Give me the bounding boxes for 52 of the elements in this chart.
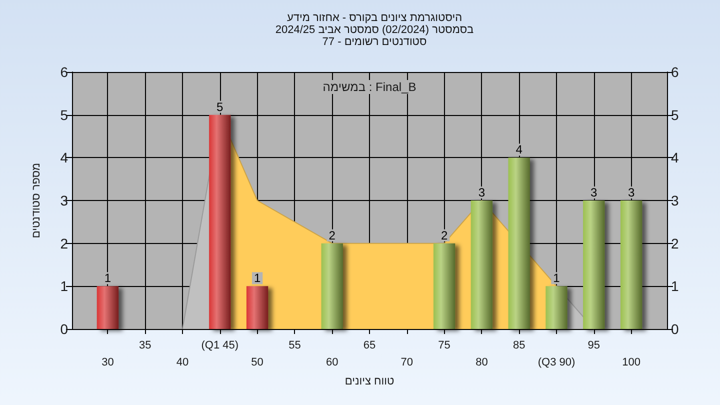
x-axis-title: טווח ציונים xyxy=(344,375,394,388)
data-label: 3 xyxy=(478,186,486,200)
y2-tick-label: 2 xyxy=(671,235,679,252)
y2-tick-label: 4 xyxy=(671,150,679,166)
y2-tick-label: 6 xyxy=(671,64,679,80)
annotation: במשימה : Final_B xyxy=(322,80,416,94)
y-axis-title: מספר סטודנטים xyxy=(30,162,42,238)
bar xyxy=(96,286,119,329)
x-tick-label: 35 xyxy=(138,340,152,352)
bar xyxy=(433,243,456,329)
data-label: 3 xyxy=(590,186,598,200)
data-label: 3 xyxy=(628,186,635,200)
x-tick-label: 70 xyxy=(400,356,414,368)
y-tick-label: 5 xyxy=(60,106,68,123)
x-tick-label: 55 xyxy=(288,340,301,352)
x-tick-label: 30 xyxy=(102,356,114,368)
y2-tick-label: 0 xyxy=(671,321,679,337)
x-tick-label: (Q1 45) xyxy=(201,340,239,352)
x-tick-label: 75 xyxy=(438,340,450,352)
x-tick-label: 95 xyxy=(588,340,600,352)
y2-tick-label: 5 xyxy=(671,106,679,123)
bar xyxy=(321,243,343,329)
chart-title: היסטוגרמת ציונים בקורס - אחזור מידע xyxy=(286,12,462,24)
y-tick-label: 2 xyxy=(60,235,68,252)
x-tick-label: (Q3 90) xyxy=(538,356,576,368)
y-tick-label: 0 xyxy=(60,321,68,337)
bar xyxy=(583,200,605,329)
x-tick-label: 60 xyxy=(326,356,338,368)
y-tick-label: 3 xyxy=(60,192,68,208)
x-tick-label: 65 xyxy=(363,340,376,352)
data-label: 4 xyxy=(516,142,523,157)
x-tick-label: 80 xyxy=(476,356,488,368)
bar xyxy=(246,286,268,329)
x-tick-label: 40 xyxy=(176,356,189,368)
data-label: 2 xyxy=(440,228,448,242)
y-tick-label: 1 xyxy=(60,278,68,294)
bar xyxy=(620,200,642,329)
data-label: 5 xyxy=(216,100,224,114)
y2-tick-label: 3 xyxy=(671,192,679,208)
y2-tick-label: 1 xyxy=(671,278,679,294)
x-tick-label: 85 xyxy=(512,340,526,352)
x-tick-label: 50 xyxy=(251,356,264,368)
data-label: 1 xyxy=(104,271,112,286)
y-tick-label: 4 xyxy=(60,150,68,166)
bar xyxy=(508,158,530,329)
y-tick-label: 6 xyxy=(60,64,68,80)
bar xyxy=(470,200,493,329)
data-label: 1 xyxy=(254,271,261,286)
data-label: 2 xyxy=(328,228,336,242)
chart-subtitle: בסמסטר (02/2024) סמסטר אביב 2024/25 סטודנטים רשומים - 77 xyxy=(275,24,474,48)
data-label: 1 xyxy=(553,271,560,286)
x-tick-label: 100 xyxy=(622,356,640,368)
